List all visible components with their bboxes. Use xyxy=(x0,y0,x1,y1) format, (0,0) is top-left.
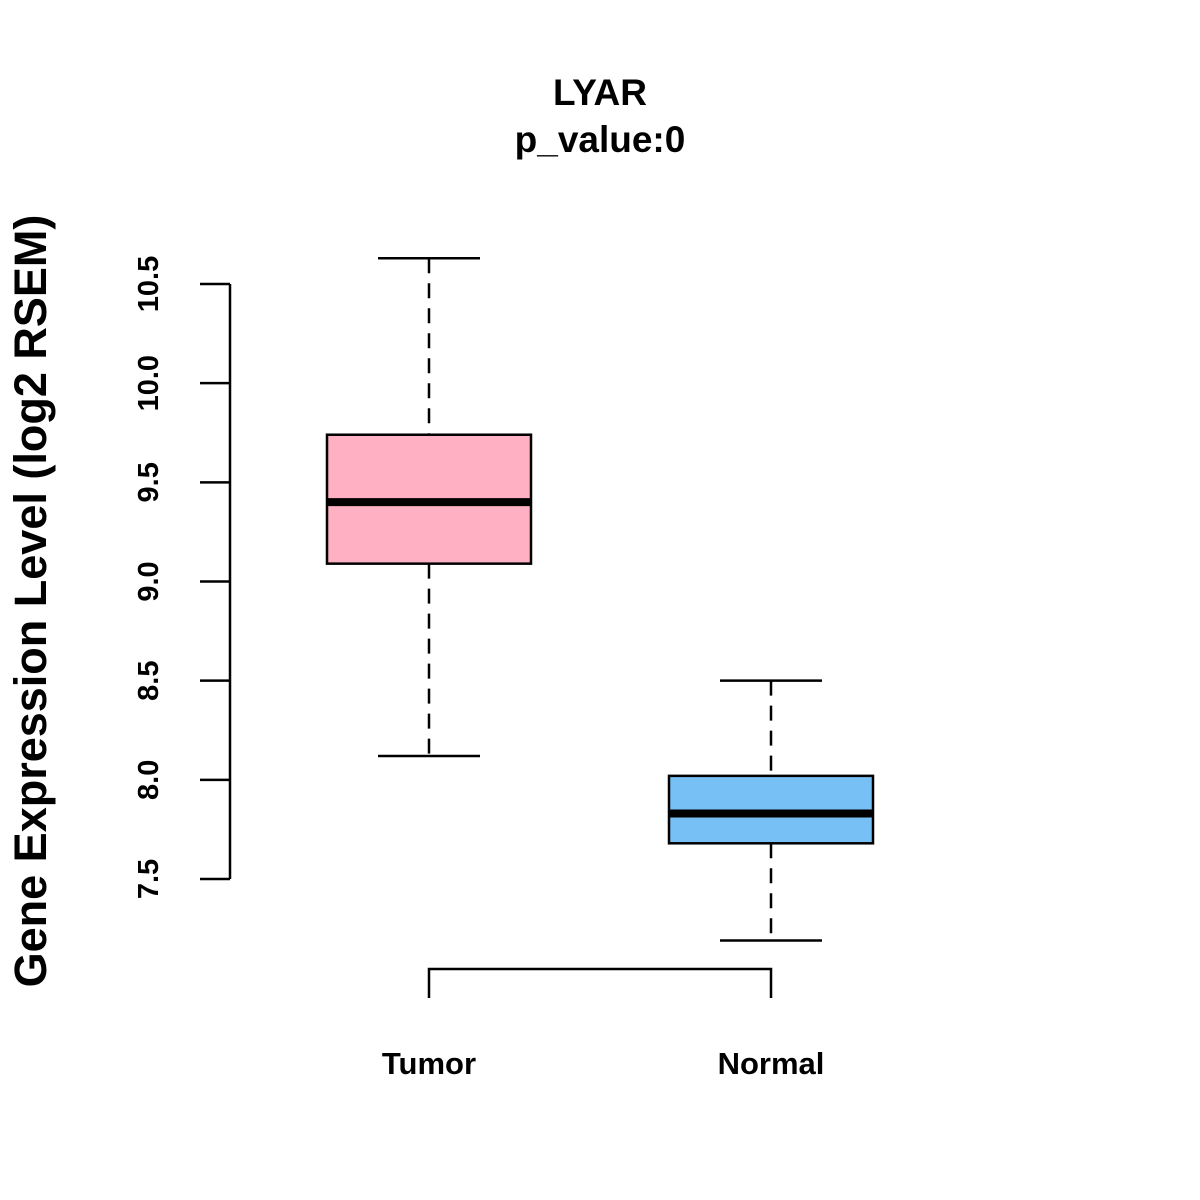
y-tick-label: 8.0 xyxy=(133,760,165,800)
y-axis: 7.5 8.0 8.5 9.0 9.5 10.0 10.5 xyxy=(133,256,232,899)
box-tumor xyxy=(325,256,533,758)
y-axis-label: Gene Expression Level (log2 RSEM) xyxy=(5,215,56,988)
bracket-path xyxy=(427,967,773,998)
x-category-labels: Tumor Normal xyxy=(382,1046,824,1081)
box-normal xyxy=(667,679,875,942)
boxes xyxy=(325,256,875,942)
x-category-label-normal: Normal xyxy=(718,1046,825,1081)
y-tick-label: 10.0 xyxy=(133,355,165,411)
comparison-bracket xyxy=(427,967,773,998)
chart-title: LYAR xyxy=(553,72,647,113)
y-tick-label: 8.5 xyxy=(133,661,165,701)
y-tick-label: 7.5 xyxy=(133,859,165,899)
y-tick-label: 10.5 xyxy=(133,256,165,312)
chart-subtitle: p_value:0 xyxy=(515,119,686,160)
y-tick-label: 9.0 xyxy=(133,561,165,601)
x-category-label-tumor: Tumor xyxy=(382,1046,476,1081)
y-tick-label: 9.5 xyxy=(133,462,165,502)
